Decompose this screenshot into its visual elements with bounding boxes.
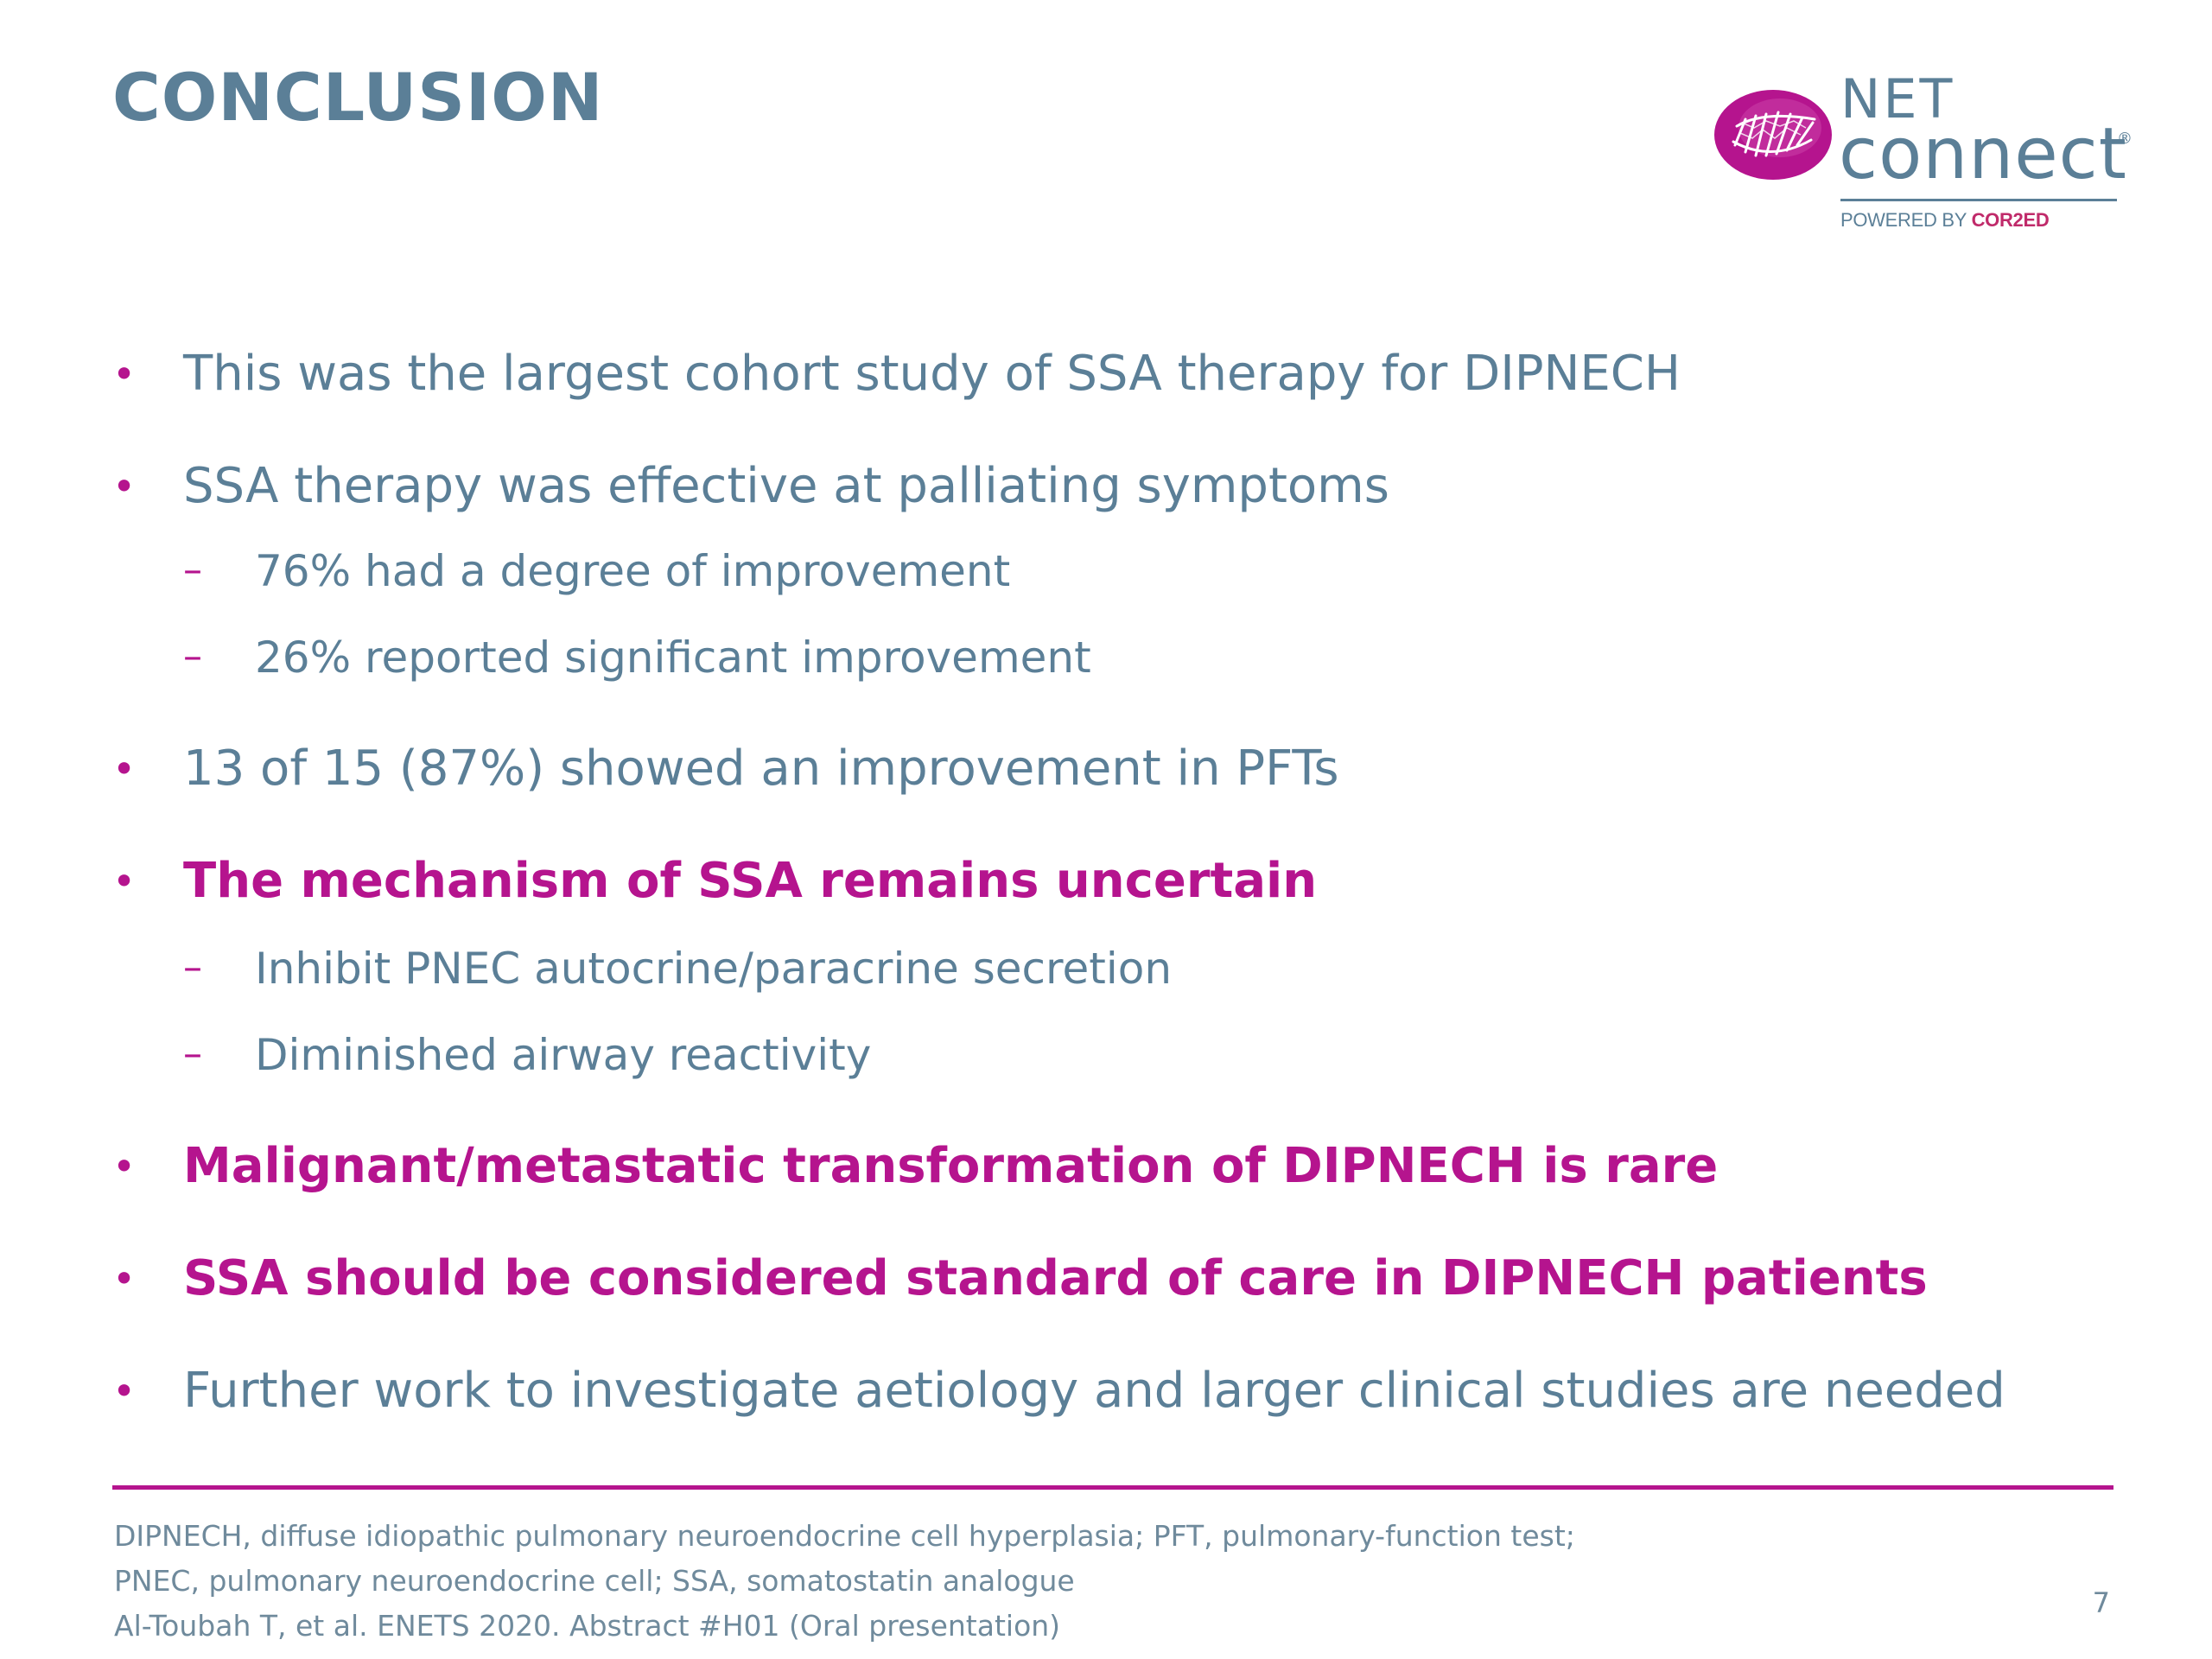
- logo-brand-name: COR2ED: [1971, 209, 2050, 231]
- netconnect-logo-mark-icon: [1714, 90, 1832, 180]
- logo-divider: [1840, 199, 2117, 201]
- bullet-text: 26% reported significant improvement: [255, 632, 1091, 683]
- footnote-abbreviations-2: PNEC, pulmonary neuroendocrine cell; SSA…: [114, 1564, 1075, 1598]
- bullet-marker: •: [112, 463, 137, 510]
- bullet-text: Inhibit PNEC autocrine/paracrine secreti…: [255, 944, 1173, 994]
- netconnect-logo: NET connect ® POWERED BY COR2ED: [1711, 73, 2143, 242]
- logo-powered-by: POWERED BY COR2ED: [1840, 209, 2050, 232]
- bullet-text: SSA should be considered standard of car…: [183, 1250, 1928, 1306]
- footnote-divider: [112, 1485, 2113, 1490]
- logo-powered-by-label: POWERED BY: [1840, 209, 1967, 231]
- bullet-marker: •: [112, 351, 137, 397]
- logo-connect-text: connect: [1839, 113, 2127, 195]
- bullet-marker: •: [112, 1255, 137, 1302]
- dash-marker: –: [183, 1032, 202, 1076]
- bullet-marker: •: [112, 1368, 137, 1414]
- dash-marker: –: [183, 548, 202, 592]
- bullet-marker: •: [112, 858, 137, 905]
- dash-marker: –: [183, 634, 202, 678]
- bullet-text: 13 of 15 (87%) showed an improvement in …: [183, 741, 1339, 797]
- footnote-abbreviations-1: DIPNECH, diffuse idiopathic pulmonary ne…: [114, 1519, 1575, 1553]
- bullet-text: Malignant/metastatic transformation of D…: [183, 1138, 1719, 1194]
- bullet-text: The mechanism of SSA remains uncertain: [183, 853, 1318, 909]
- bullet-marker: •: [112, 746, 137, 792]
- bullet-text: This was the largest cohort study of SSA…: [183, 346, 1681, 402]
- bullet-text: 76% had a degree of improvement: [255, 546, 1011, 596]
- logo-registered-mark: ®: [2117, 130, 2133, 148]
- bullet-text: Diminished airway reactivity: [255, 1030, 872, 1080]
- bullet-marker: •: [112, 1143, 137, 1190]
- bullet-text: Further work to investigate aetiology an…: [183, 1363, 2005, 1419]
- dash-marker: –: [183, 945, 202, 989]
- slide-title: CONCLUSION: [112, 59, 604, 136]
- footnote-reference: Al-Toubah T, et al. ENETS 2020. Abstract…: [114, 1609, 1061, 1643]
- bullet-text: SSA therapy was effective at palliating …: [183, 458, 1389, 514]
- logo-net-text: NET: [1840, 67, 1955, 130]
- footnotes: DIPNECH, diffuse idiopathic pulmonary ne…: [114, 1514, 1575, 1649]
- page-number: 7: [2092, 1586, 2110, 1619]
